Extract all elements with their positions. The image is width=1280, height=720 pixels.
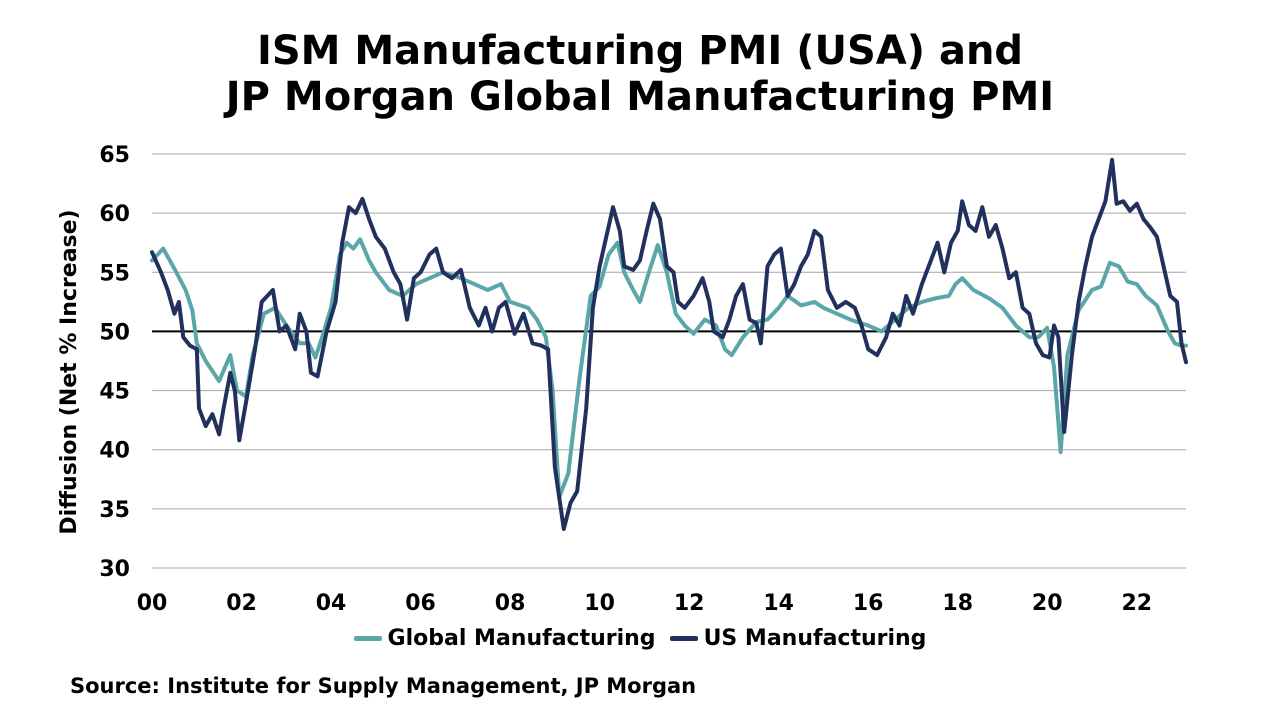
x-tick-label: 10 (584, 591, 615, 616)
series-line-global (150, 237, 1188, 499)
legend-swatch-global (353, 636, 382, 641)
x-tick-label: 20 (1032, 591, 1063, 616)
legend-swatch-us (669, 636, 698, 641)
y-tick-label: 40 (99, 439, 130, 464)
source-note: Source: Institute for Supply Management,… (70, 674, 697, 698)
x-tick-label: 00 (137, 591, 168, 616)
x-tick-label: 02 (226, 591, 257, 616)
x-tick-label: 08 (495, 591, 526, 616)
x-tick-label: 06 (405, 591, 436, 616)
chart-title-line-1: ISM Manufacturing PMI (USA) and (256, 28, 1024, 74)
chart-title-line-2: JP Morgan Global Manufacturing PMI (225, 74, 1055, 120)
y-tick-labels: 30 35 40 45 50 55 60 65 (99, 143, 130, 582)
y-tick-label: 65 (99, 143, 130, 168)
series-line-us (150, 157, 1188, 531)
x-tick-label: 04 (316, 591, 347, 616)
legend-item-global[interactable]: Global Manufacturing (353, 626, 656, 651)
x-tick-label: 12 (674, 591, 705, 616)
x-tick-label: 18 (942, 591, 973, 616)
y-axis-label: Diffusion (Net % Increase) (57, 209, 82, 534)
legend-label-global: Global Manufacturing (387, 626, 656, 651)
y-tick-label: 35 (99, 498, 130, 523)
x-tick-labels: 00 02 04 06 08 10 12 14 16 18 20 22 (137, 591, 1152, 616)
x-tick-label: 22 (1121, 591, 1152, 616)
y-tick-label: 30 (99, 557, 130, 582)
x-tick-label: 14 (763, 591, 794, 616)
legend: Global Manufacturing US Manufacturing (0, 626, 1280, 651)
series-layer (150, 157, 1188, 531)
legend-label-us: US Manufacturing (703, 626, 927, 651)
grid-layer (152, 153, 1186, 569)
legend-item-us[interactable]: US Manufacturing (669, 626, 927, 651)
y-tick-label: 60 (99, 202, 130, 227)
chart-title: ISM Manufacturing PMI (USA) and JP Morga… (0, 28, 1280, 120)
y-tick-label: 45 (99, 380, 130, 405)
x-tick-label: 16 (853, 591, 884, 616)
y-tick-label: 55 (99, 261, 130, 286)
y-tick-label: 50 (99, 320, 130, 345)
